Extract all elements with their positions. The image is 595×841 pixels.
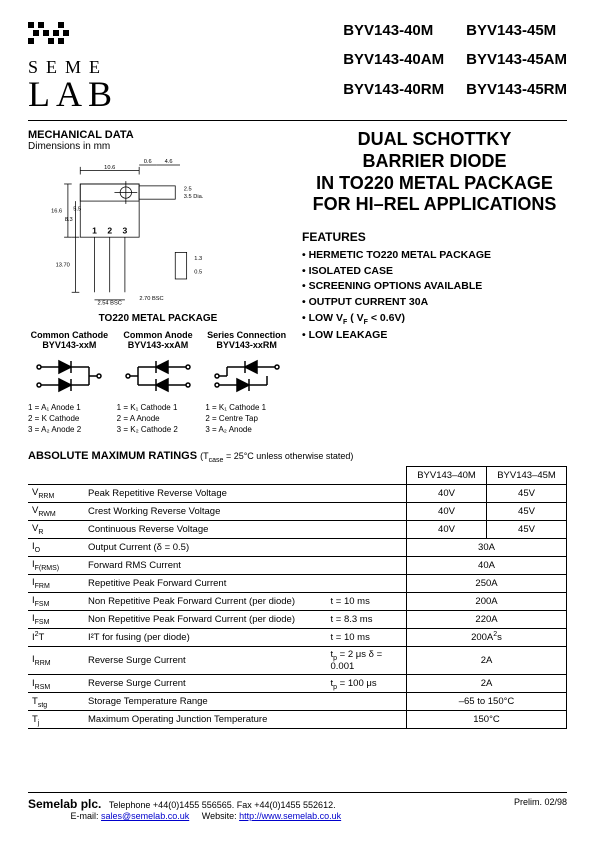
ratings-row: VRRMPeak Repetitive Reverse Voltage40V45…	[28, 484, 567, 502]
diode-diagram-icon	[117, 353, 200, 399]
svg-text:3: 3	[123, 226, 128, 236]
svg-text:3.5 Dia.: 3.5 Dia.	[184, 195, 204, 201]
pinout-title: Common Anode	[117, 330, 200, 340]
ratings-condition: (Tcase = 25°C unless otherwise stated)	[200, 451, 353, 461]
pinout-section: Common Cathode BYV143-xxM 1 = A₁ Anode 1…	[28, 330, 288, 435]
ratings-row: TjMaximum Operating Junction Temperature…	[28, 711, 567, 729]
part-number: BYV143-40M	[343, 22, 444, 51]
pinout-desc: 1 = K₁ Cathode 1 2 = A Anode 3 = K₂ Cath…	[117, 403, 200, 435]
ratings-col-header: BYV143–40M	[407, 466, 487, 484]
pinout-part: BYV143-xxM	[28, 340, 111, 350]
ratings-row: TstgStorage Temperature Range–65 to 150°…	[28, 693, 567, 711]
main-title: DUAL SCHOTTKYBARRIER DIODEIN TO220 METAL…	[302, 129, 567, 215]
svg-text:1.3: 1.3	[194, 256, 202, 262]
mid-section: MECHANICAL DATA Dimensions in mm 10.6 0.…	[28, 129, 567, 435]
part-number: BYV143-45M	[466, 22, 567, 51]
ratings-row: IFSMNon Repetitive Peak Forward Current …	[28, 592, 567, 610]
ratings-row: VRWMCrest Working Reverse Voltage40V45V	[28, 502, 567, 520]
ratings-row: IOOutput Current (δ = 0.5)30A	[28, 538, 567, 556]
logo-pattern-icon	[28, 22, 82, 52]
email-link[interactable]: sales@semelab.co.uk	[101, 811, 189, 821]
svg-text:4.6: 4.6	[165, 159, 173, 165]
footer-tel: Telephone +44(0)1455 556565. Fax +44(0)1…	[109, 800, 336, 810]
pinout-title: Series Connection	[205, 330, 288, 340]
footer-contact: Semelab plc. Telephone +44(0)1455 556565…	[28, 797, 341, 821]
svg-text:16.6: 16.6	[51, 209, 62, 215]
ratings-row: IFSMNon Repetitive Peak Forward Current …	[28, 610, 567, 628]
feature-item: ISOLATED CASE	[302, 264, 567, 280]
features-header: FEATURES	[302, 230, 567, 244]
diode-diagram-icon	[28, 353, 111, 399]
svg-text:0.6: 0.6	[144, 159, 152, 165]
feature-item: OUTPUT CURRENT 30A	[302, 295, 567, 311]
footer: Semelab plc. Telephone +44(0)1455 556565…	[28, 792, 567, 821]
svg-text:1: 1	[92, 226, 97, 236]
footer-revision: Prelim. 02/98	[514, 797, 567, 821]
ratings-table: BYV143–40M BYV143–45M VRRMPeak Repetitiv…	[28, 466, 567, 730]
part-number: BYV143-45RM	[466, 81, 567, 110]
pinout-series: Series Connection BYV143-xxRM 1 = K₁ Cat…	[205, 330, 288, 435]
ratings-row: IFRMRepetitive Peak Forward Current250A	[28, 574, 567, 592]
svg-text:10.6: 10.6	[104, 165, 115, 171]
feature-item: SCREENING OPTIONS AVAILABLE	[302, 279, 567, 295]
ratings-row: I2TI²T for fusing (per diode)t = 10 ms20…	[28, 628, 567, 646]
ratings-row: VRContinuous Reverse Voltage40V45V	[28, 520, 567, 538]
part-number: BYV143-40RM	[343, 81, 444, 110]
ratings-row: IRRMReverse Surge Currenttp = 2 μs δ = 0…	[28, 646, 567, 675]
svg-text:8.3: 8.3	[65, 217, 73, 223]
svg-text:5.5: 5.5	[73, 207, 81, 213]
pinout-title: Common Cathode	[28, 330, 111, 340]
ratings-col-header: BYV143–45M	[487, 466, 567, 484]
package-drawing-icon: 10.6 0.6 4.6 2.5 3.5 Dia. 16.6 8.3 5.5 1…	[28, 156, 218, 306]
pinout-common-cathode: Common Cathode BYV143-xxM 1 = A₁ Anode 1…	[28, 330, 111, 435]
part-number: BYV143-45AM	[466, 51, 567, 80]
features-list: HERMETIC TO220 METAL PACKAGE ISOLATED CA…	[302, 248, 567, 344]
website-link[interactable]: http://www.semelab.co.uk	[239, 811, 341, 821]
logo-text-2: LAB	[28, 78, 178, 110]
part-number-list: BYV143-40M BYV143-45M BYV143-40AM BYV143…	[343, 22, 567, 110]
mechanical-subtitle: Dimensions in mm	[28, 141, 288, 152]
ratings-row: IF(RMS)Forward RMS Current40A	[28, 556, 567, 574]
svg-text:13.70: 13.70	[56, 263, 70, 269]
description-column: DUAL SCHOTTKYBARRIER DIODEIN TO220 METAL…	[302, 129, 567, 435]
svg-text:2: 2	[107, 226, 112, 236]
svg-text:2.70 BSC: 2.70 BSC	[139, 296, 163, 302]
pinout-part: BYV143-xxRM	[205, 340, 288, 350]
feature-item: LOW VF ( VF < 0.6V)	[302, 311, 567, 329]
svg-text:0.5: 0.5	[194, 270, 202, 276]
svg-text:2.5: 2.5	[184, 187, 192, 193]
mechanical-title: MECHANICAL DATA	[28, 129, 288, 141]
ratings-header: ABSOLUTE MAXIMUM RATINGS (Tcase = 25°C u…	[28, 450, 567, 464]
pinout-common-anode: Common Anode BYV143-xxAM 1 = K₁ Cathode …	[117, 330, 200, 435]
mechanical-column: MECHANICAL DATA Dimensions in mm 10.6 0.…	[28, 129, 288, 435]
svg-text:2.54 BSC: 2.54 BSC	[98, 301, 122, 306]
part-number: BYV143-40AM	[343, 51, 444, 80]
ratings-row: IRSMReverse Surge Currenttp = 100 μs2A	[28, 675, 567, 693]
pinout-desc: 1 = K₁ Cathode 1 2 = Centre Tap 3 = A₂ A…	[205, 403, 288, 435]
pinout-desc: 1 = A₁ Anode 1 2 = K Cathode 3 = A₂ Anod…	[28, 403, 111, 435]
company-name: Semelab plc.	[28, 797, 101, 811]
feature-item: HERMETIC TO220 METAL PACKAGE	[302, 248, 567, 264]
feature-item: LOW LEAKAGE	[302, 328, 567, 344]
pinout-part: BYV143-xxAM	[117, 340, 200, 350]
diode-diagram-icon	[205, 353, 288, 399]
package-label: TO220 METAL PACKAGE	[28, 313, 288, 324]
logo: SEME LAB	[28, 22, 178, 110]
divider	[28, 120, 567, 121]
header: SEME LAB BYV143-40M BYV143-45M BYV143-40…	[28, 22, 567, 110]
